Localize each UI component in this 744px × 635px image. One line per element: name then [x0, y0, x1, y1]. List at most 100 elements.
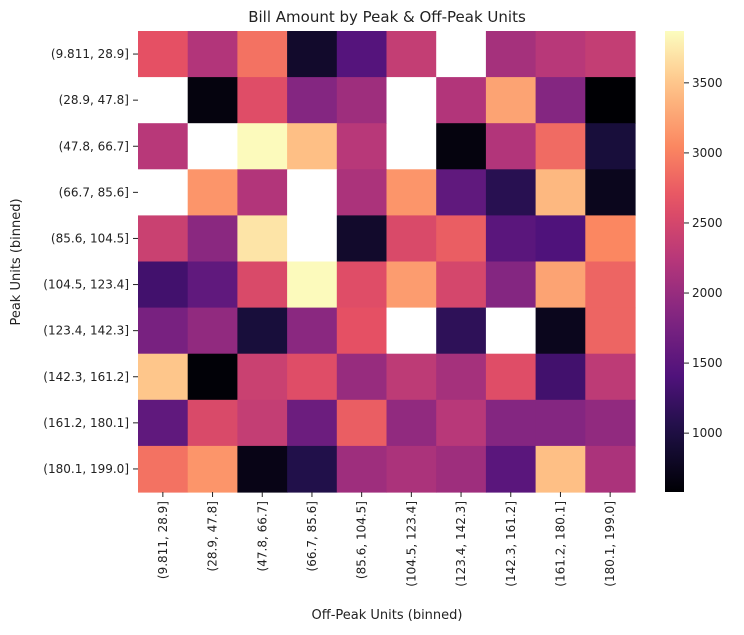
heatmap-cell	[585, 307, 636, 355]
x-axis-ticks: (9.811, 28.9] (28.9, 47.8] (47.8, 66.7] (66…	[156, 492, 617, 587]
heatmap-cell	[187, 31, 238, 78]
heatmap-cell	[485, 307, 537, 355]
heatmap-cell	[436, 215, 487, 263]
heatmap-cell	[436, 77, 487, 124]
heatmap-cell	[585, 77, 636, 124]
heatmap-cell	[237, 123, 288, 170]
heatmap-cell	[485, 399, 537, 447]
heatmap-cells	[138, 31, 636, 493]
heatmap-cell	[287, 123, 338, 170]
heatmap-cell	[436, 353, 487, 401]
chart-title: Bill Amount by Peak & Off-Peak Units	[248, 8, 526, 26]
heatmap-cell	[386, 399, 437, 447]
heatmap-cell	[386, 169, 437, 216]
y-tick-label: (123.4, 142.3]	[43, 324, 129, 338]
heatmap-cell	[187, 123, 238, 170]
heatmap-cell	[485, 353, 537, 401]
heatmap-cell	[485, 31, 537, 78]
heatmap-cell	[386, 261, 437, 309]
heatmap-cell	[436, 169, 487, 216]
heatmap-cell	[138, 445, 189, 493]
x-tick-label: (142.3, 161.2]	[504, 501, 518, 587]
heatmap-cell	[386, 77, 437, 124]
y-tick-label: (161.2, 180.1]	[43, 416, 129, 430]
heatmap-cell	[336, 261, 388, 309]
heatmap-cell	[138, 261, 189, 309]
heatmap-cell	[287, 399, 338, 447]
heatmap-cell	[436, 307, 487, 355]
x-tick-label: (123.4, 142.3]	[454, 501, 468, 587]
heatmap-cell	[386, 353, 437, 401]
heatmap-cell	[138, 77, 189, 124]
heatmap-cell	[336, 123, 388, 170]
colorbar-ticks: 1000 1500 2000 2500 3000 3500	[684, 76, 723, 440]
heatmap-cell	[336, 399, 388, 447]
heatmap-cell	[485, 169, 537, 216]
y-tick-label: (104.5, 123.4]	[43, 278, 129, 292]
heatmap-cell	[287, 445, 338, 493]
heatmap-cell	[187, 77, 238, 124]
heatmap-cell	[237, 215, 288, 263]
heatmap-cell	[138, 307, 189, 355]
heatmap-cell	[436, 399, 487, 447]
heatmap-cell	[535, 215, 586, 263]
heatmap-cell	[585, 399, 636, 447]
heatmap-cell	[237, 31, 288, 78]
heatmap-cell	[386, 215, 437, 263]
heatmap-cell	[386, 31, 437, 78]
heatmap-cell	[386, 307, 437, 355]
x-tick-label: (28.9, 47.8]	[206, 501, 220, 571]
y-tick-label: (28.9, 47.8]	[59, 93, 129, 107]
heatmap-cell	[336, 169, 388, 216]
heatmap-cell	[535, 399, 586, 447]
y-tick-label: (9.811, 28.9]	[51, 47, 129, 61]
heatmap-cell	[237, 445, 288, 493]
heatmap-cell	[187, 307, 238, 355]
heatmap-cell	[386, 123, 437, 170]
heatmap-cell	[138, 399, 189, 447]
heatmap-cell	[485, 215, 537, 263]
y-tick-label: (47.8, 66.7]	[59, 139, 129, 153]
heatmap-cell	[535, 123, 586, 170]
heatmap-cell	[485, 445, 537, 493]
x-tick-label: (47.8, 66.7]	[255, 501, 269, 571]
heatmap-cell	[187, 169, 238, 216]
heatmap-cell	[535, 77, 586, 124]
heatmap-cell	[386, 445, 437, 493]
heatmap-cell	[237, 399, 288, 447]
colorbar-tick-label: 3500	[692, 76, 723, 90]
colorbar-tick-label: 3000	[692, 146, 723, 160]
heatmap-cell	[138, 123, 189, 170]
heatmap-cell	[187, 353, 238, 401]
heatmap-cell	[336, 353, 388, 401]
colorbar-tick-label: 1000	[692, 426, 723, 440]
x-tick-label: (85.6, 104.5]	[355, 501, 369, 579]
x-tick-label: (180.1, 199.0]	[603, 501, 617, 587]
heatmap-cell	[336, 215, 388, 263]
heatmap-cell	[287, 169, 338, 216]
heatmap-cell	[287, 353, 338, 401]
heatmap-cell	[287, 31, 338, 78]
heatmap-cell	[535, 261, 586, 309]
heatmap-cell	[336, 31, 388, 78]
heatmap-cell	[336, 307, 388, 355]
heatmap-cell	[237, 77, 288, 124]
heatmap-cell	[138, 31, 189, 78]
heatmap-cell	[485, 123, 537, 170]
heatmap-cell	[535, 307, 586, 355]
heatmap-cell	[535, 445, 586, 493]
y-tick-label: (85.6, 104.5]	[51, 231, 129, 245]
heatmap-cell	[138, 169, 189, 216]
heatmap-cell	[436, 31, 487, 78]
heatmap-cell	[237, 169, 288, 216]
heatmap-cell	[535, 31, 586, 78]
heatmap-cell	[585, 169, 636, 216]
heatmap-cell	[485, 261, 537, 309]
heatmap-cell	[585, 445, 636, 493]
colorbar-tick-label: 2000	[692, 286, 723, 300]
heatmap-cell	[187, 261, 238, 309]
colorbar	[665, 31, 684, 492]
heatmap-cell	[287, 77, 338, 124]
heatmap-cell	[187, 399, 238, 447]
